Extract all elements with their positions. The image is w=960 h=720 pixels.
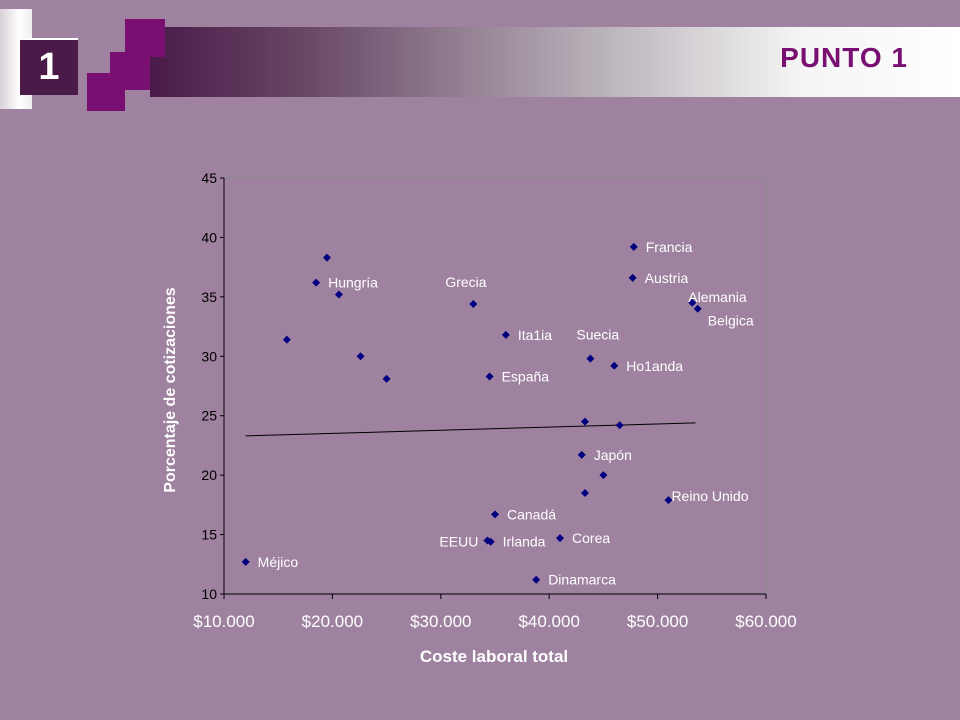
point-labels: Méjico Hungría Grecia España Ita1ia Suecia Ho1… [258, 239, 754, 588]
y-tick-label: 15 [201, 527, 217, 543]
x-tick-label: $30.000 [410, 612, 471, 631]
y-axis-ticks: 10 15 20 25 30 35 40 45 [201, 170, 224, 602]
data-point [282, 335, 291, 344]
data-point [486, 537, 495, 546]
point-label: Alemania [688, 289, 747, 305]
plot-area [223, 177, 767, 595]
data-point [322, 253, 331, 262]
data-point [610, 361, 619, 370]
title-banner [150, 27, 960, 97]
point-label: Grecia [445, 274, 486, 290]
data-points [241, 242, 702, 584]
point-label: España [502, 368, 550, 384]
x-tick-label: $60.000 [735, 612, 796, 631]
y-tick-label: 30 [201, 348, 217, 364]
y-tick-label: 35 [201, 289, 217, 305]
point-label: Austria [645, 270, 689, 286]
point-label: Canadá [507, 506, 556, 522]
data-point [615, 421, 624, 430]
point-label: Belgica [708, 313, 754, 329]
point-label: Corea [572, 530, 610, 546]
data-point [688, 298, 697, 307]
y-tick-label: 40 [201, 229, 217, 245]
point-label: Hungría [328, 275, 378, 291]
point-label: Suecia [576, 327, 619, 343]
data-point [599, 471, 608, 480]
data-point [241, 557, 250, 566]
point-label: Ita1ia [518, 327, 552, 343]
data-point [382, 374, 391, 383]
decor-square-1 [125, 19, 165, 57]
data-point [501, 330, 510, 339]
point-label: Irlanda [503, 534, 546, 550]
data-point [580, 488, 589, 497]
point-label: Japón [594, 447, 632, 463]
point-label: Reino Unido [671, 488, 748, 504]
x-tick-label: $50.000 [627, 612, 688, 631]
slide-number-badge: 1 [18, 38, 78, 95]
x-axis-ticks: $10.000 $20.000 $30.000 $40.000 $50.000 $60.0… [193, 594, 797, 631]
slide-title: PUNTO 1 [780, 42, 908, 73]
data-point [334, 290, 343, 299]
data-point [485, 372, 494, 381]
data-point [532, 575, 541, 584]
data-point [491, 510, 499, 519]
point-label: Dinamarca [548, 572, 616, 588]
x-tick-label: $40.000 [518, 612, 579, 631]
data-point [556, 534, 565, 543]
data-point [664, 496, 673, 505]
data-point [577, 450, 586, 459]
data-point [629, 242, 638, 251]
slide-number: 1 [38, 46, 60, 88]
point-label: Méjico [258, 554, 299, 570]
data-point [356, 352, 365, 361]
y-tick-label: 25 [201, 408, 217, 424]
point-label: Francia [646, 239, 693, 255]
data-point [628, 273, 637, 282]
data-point [312, 278, 321, 287]
x-tick-label: $10.000 [193, 612, 254, 631]
x-tick-label: $20.000 [302, 612, 363, 631]
y-tick-label: 20 [201, 467, 217, 483]
y-axis-title: Porcentaje de cotizaciones [162, 287, 179, 493]
decor-square-3 [87, 73, 125, 111]
y-tick-label: 10 [201, 586, 217, 602]
x-axis-title: Coste laboral total [420, 647, 568, 666]
point-label: EEUU [439, 534, 478, 550]
data-point [693, 304, 702, 313]
data-point [586, 354, 595, 363]
y-tick-label: 45 [201, 170, 217, 186]
data-point [580, 417, 589, 426]
data-point [469, 299, 478, 308]
point-label: Ho1anda [626, 358, 683, 374]
